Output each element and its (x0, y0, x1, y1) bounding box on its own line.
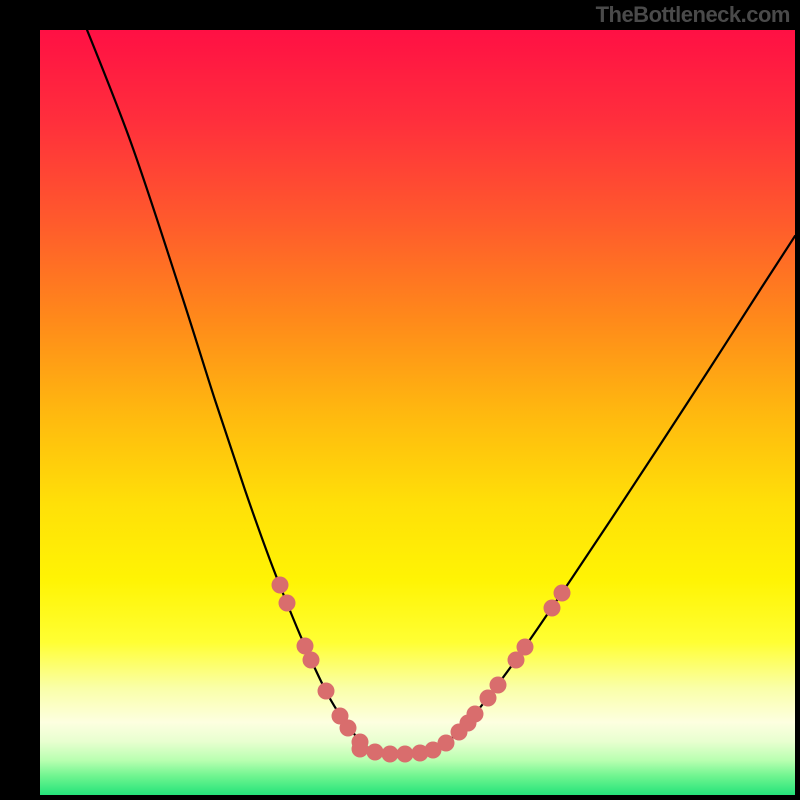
marker-dot (352, 741, 369, 758)
plot-area (40, 30, 795, 795)
watermark-text: TheBottleneck.com (596, 2, 790, 28)
marker-dot (467, 706, 484, 723)
marker-dot (382, 746, 399, 763)
chart-svg (40, 30, 795, 795)
marker-dot (544, 600, 561, 617)
marker-dot (517, 639, 534, 656)
marker-dot (367, 744, 384, 761)
marker-dot (318, 683, 335, 700)
marker-dot (279, 595, 296, 612)
marker-dot (340, 720, 357, 737)
marker-dot (554, 585, 571, 602)
marker-dot (438, 735, 455, 752)
marker-dot (490, 677, 507, 694)
marker-dot (303, 652, 320, 669)
marker-dot (272, 577, 289, 594)
marker-dot (397, 746, 414, 763)
